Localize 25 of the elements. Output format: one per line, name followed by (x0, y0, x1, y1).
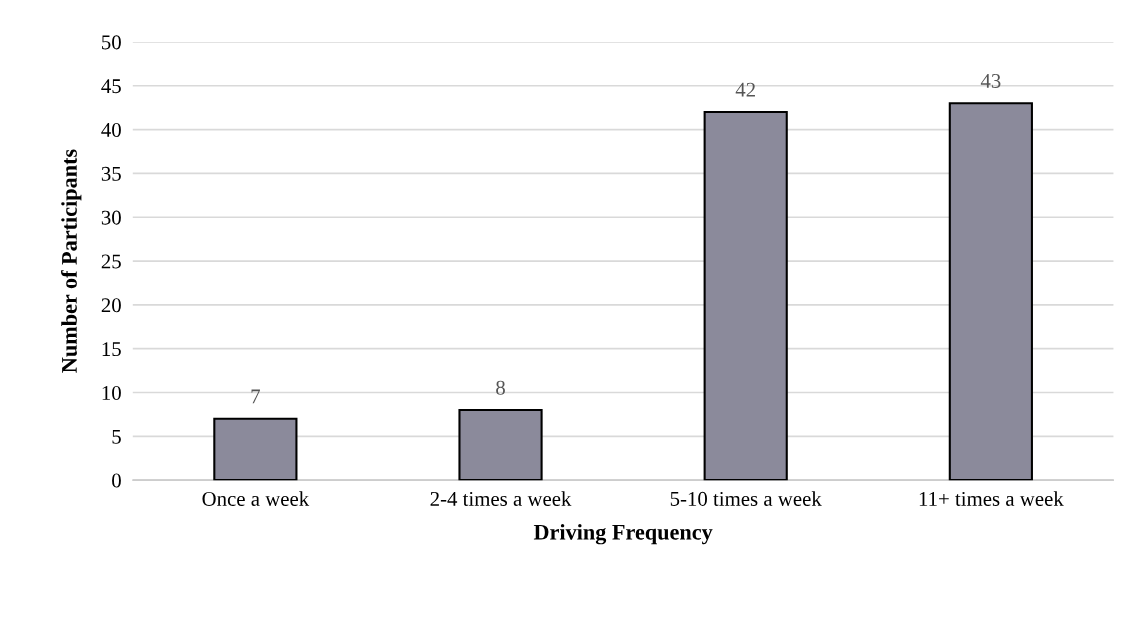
bar (703, 111, 788, 481)
y-tick-label: 20 (101, 298, 121, 313)
y-tick-label: 35 (101, 166, 121, 181)
x-tick-label: 11+ times a week (919, 491, 1064, 506)
x-tick-label: Once a week (202, 491, 310, 506)
x-tick-label: 5-10 times a week (670, 491, 822, 506)
y-tick-label: 15 (102, 342, 121, 357)
x-tick-label: 2-4 times a week (430, 491, 572, 506)
y-tick-label: 45 (101, 79, 121, 94)
y-tick-label: 5 (112, 429, 121, 444)
bar (458, 408, 543, 481)
data-label: 42 (735, 82, 755, 97)
bar (948, 102, 1033, 481)
y-tick-label: 10 (102, 385, 121, 400)
data-label: 8 (496, 380, 505, 395)
x-axis-title: Driving Frequency (533, 524, 713, 545)
data-label: 43 (980, 73, 1001, 88)
y-axis-title: Number of Participants (61, 149, 82, 373)
data-label: 7 (251, 389, 260, 404)
bar (213, 417, 298, 481)
y-tick-label: 50 (102, 35, 121, 50)
y-tick-label: 25 (101, 254, 121, 269)
y-tick-label: 30 (101, 210, 121, 225)
y-tick-label: 40 (101, 122, 121, 138)
y-tick-label: 0 (112, 473, 121, 488)
